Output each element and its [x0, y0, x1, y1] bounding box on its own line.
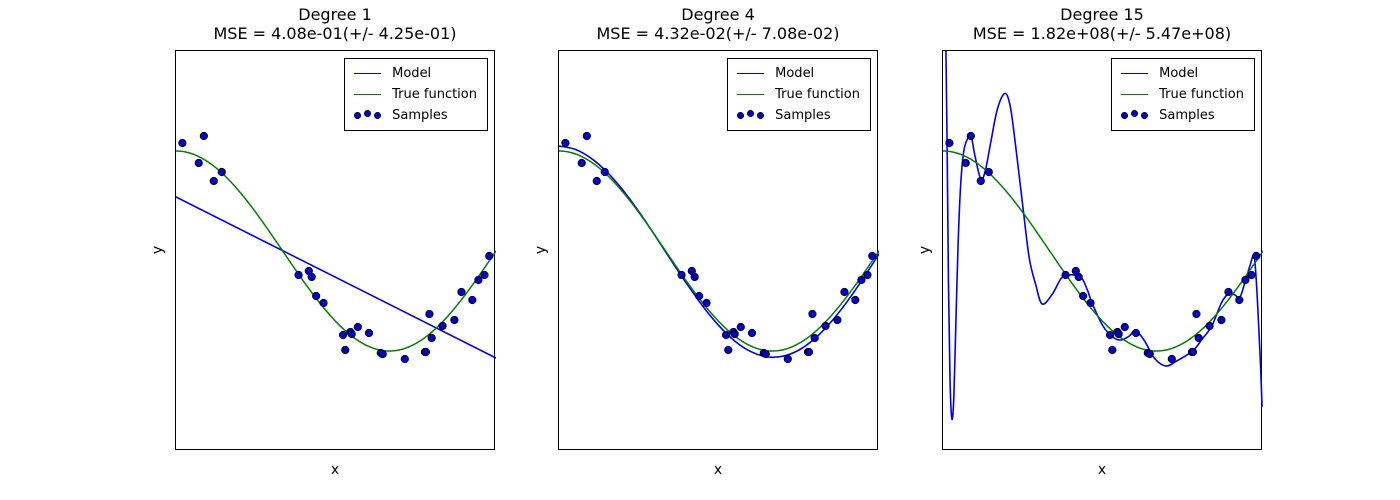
legend-item-model: Model — [1121, 63, 1244, 84]
chart-subtitle: MSE = 1.82e+08(+/- 5.47e+08) — [972, 24, 1232, 43]
legend-item-samples: Samples — [1121, 105, 1244, 126]
plot-area-degree-1 — [176, 131, 496, 364]
legend: Model True function Samples — [1111, 58, 1255, 131]
legend-item-model: Model — [737, 63, 860, 84]
legend-item-true-function: True function — [737, 84, 860, 105]
legend-item-true-function: True function — [1121, 84, 1244, 105]
legend: Model True function Samples — [344, 58, 488, 131]
chart-title-block: Degree 15 MSE = 1.82e+08(+/- 5.47e+08) — [973, 5, 1231, 43]
chart-title-block: Degree 4 MSE = 4.32e-02(+/- 7.08e-02) — [597, 5, 840, 43]
x-axis-label: x — [1097, 462, 1107, 478]
legend-label-true-function: True function — [392, 87, 477, 102]
legend-label-samples: Samples — [392, 108, 448, 123]
legend-label-samples: Samples — [775, 108, 831, 123]
legend-label-model: Model — [1159, 66, 1199, 81]
chart-title-block: Degree 1 MSE = 4.08e-01(+/- 4.25e-01) — [214, 5, 457, 43]
legend-label-true-function: True function — [775, 87, 860, 102]
legend-label-samples: Samples — [1159, 108, 1215, 123]
true-function-line-swatch — [737, 94, 765, 95]
legend-label-model: Model — [775, 66, 815, 81]
y-axis-label: y — [533, 245, 549, 255]
legend: Model True function Samples — [727, 58, 871, 131]
model-line-swatch — [1121, 73, 1149, 74]
subplot-degree-15: Degree 15 MSE = 1.82e+08(+/- 5.47e+08) M… — [917, 5, 1263, 478]
chart-subtitle: MSE = 4.32e-02(+/- 7.08e-02) — [596, 24, 840, 43]
legend-label-model: Model — [392, 66, 432, 81]
subplot-degree-1: Degree 1 MSE = 4.08e-01(+/- 4.25e-01) Mo… — [150, 5, 496, 478]
plot-frame: Model True function Samples — [942, 50, 1263, 450]
samples-dots-swatch — [737, 110, 765, 119]
legend-item-true-function: True function — [354, 84, 477, 105]
model-line-swatch — [354, 73, 382, 74]
subplot-degree-4: Degree 4 MSE = 4.32e-02(+/- 7.08e-02) Mo… — [533, 5, 879, 478]
model-line-swatch — [737, 73, 765, 74]
chart-title: Degree 15 — [1060, 5, 1144, 24]
legend-item-samples: Samples — [737, 105, 860, 126]
chart-title: Degree 1 — [298, 5, 372, 24]
legend-item-model: Model — [354, 63, 477, 84]
samples-dots-swatch — [1121, 110, 1149, 119]
true-function-line-swatch — [354, 94, 382, 95]
y-axis-label: y — [150, 245, 166, 255]
plot-frame: Model True function Samples — [175, 50, 496, 450]
legend-label-true-function: True function — [1159, 87, 1244, 102]
plot-frame: Model True function Samples — [558, 50, 879, 450]
x-axis-label: x — [330, 462, 340, 478]
plot-area-degree-15 — [943, 51, 1263, 421]
legend-item-samples: Samples — [354, 105, 477, 126]
x-axis-label: x — [713, 462, 723, 478]
true-function-line-swatch — [1121, 94, 1149, 95]
y-axis-label: y — [917, 245, 933, 255]
samples-dots-swatch — [354, 110, 382, 119]
plot-area-degree-4 — [559, 131, 879, 364]
chart-title: Degree 4 — [681, 5, 755, 24]
chart-subtitle: MSE = 4.08e-01(+/- 4.25e-01) — [213, 24, 457, 43]
